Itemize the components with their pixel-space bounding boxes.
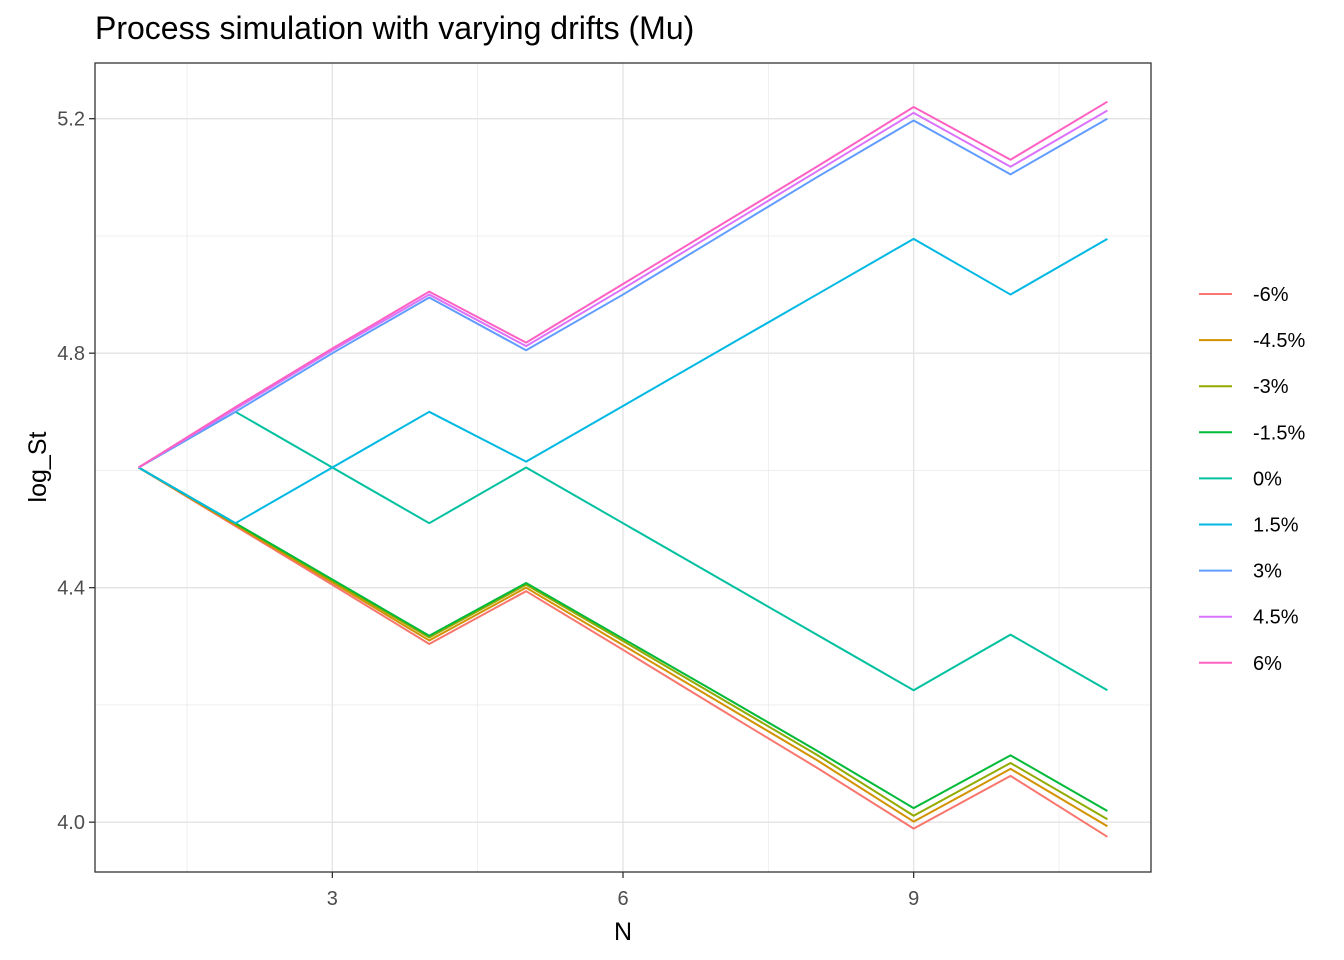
legend-label: -6% xyxy=(1253,284,1289,306)
legend-label: 4.5% xyxy=(1253,607,1299,629)
legend-label: 3% xyxy=(1253,561,1282,583)
legend: -6% -4.5% -3% -1.5% 0% 1.5% 3% 4.5% 6% xyxy=(1199,284,1305,675)
series-line-8 xyxy=(138,100,1108,469)
legend-label: -1.5% xyxy=(1253,422,1305,444)
legend-label: -3% xyxy=(1253,376,1289,398)
x-tick-label: 9 xyxy=(908,888,919,910)
y-tick-label: 4.0 xyxy=(57,812,85,834)
y-tick-label: 5.2 xyxy=(57,109,85,131)
series-line-6 xyxy=(138,117,1108,469)
legend-label: 0% xyxy=(1253,468,1282,490)
legend-label: -4.5% xyxy=(1253,330,1305,352)
series-line-0 xyxy=(138,466,1108,838)
chart-title: Process simulation with varying drifts (… xyxy=(95,10,695,46)
series-line-3 xyxy=(138,466,1108,812)
x-tick-label: 3 xyxy=(327,888,338,910)
series-line-4 xyxy=(138,410,1108,692)
x-axis: 3 6 9 xyxy=(327,872,919,910)
x-tick-label: 6 xyxy=(617,888,628,910)
legend-label: 1.5% xyxy=(1253,515,1299,537)
series-line-1 xyxy=(138,466,1108,828)
series-line-5 xyxy=(138,237,1108,525)
series-line-7 xyxy=(138,109,1108,469)
x-axis-title: N xyxy=(614,918,632,946)
series-lines xyxy=(138,100,1108,838)
y-axis-title: log_St xyxy=(24,432,52,503)
y-axis: 4.0 4.4 4.8 5.2 xyxy=(57,109,95,834)
y-tick-label: 4.4 xyxy=(57,578,85,600)
legend-label: 6% xyxy=(1253,653,1282,675)
y-tick-label: 4.8 xyxy=(57,343,85,365)
